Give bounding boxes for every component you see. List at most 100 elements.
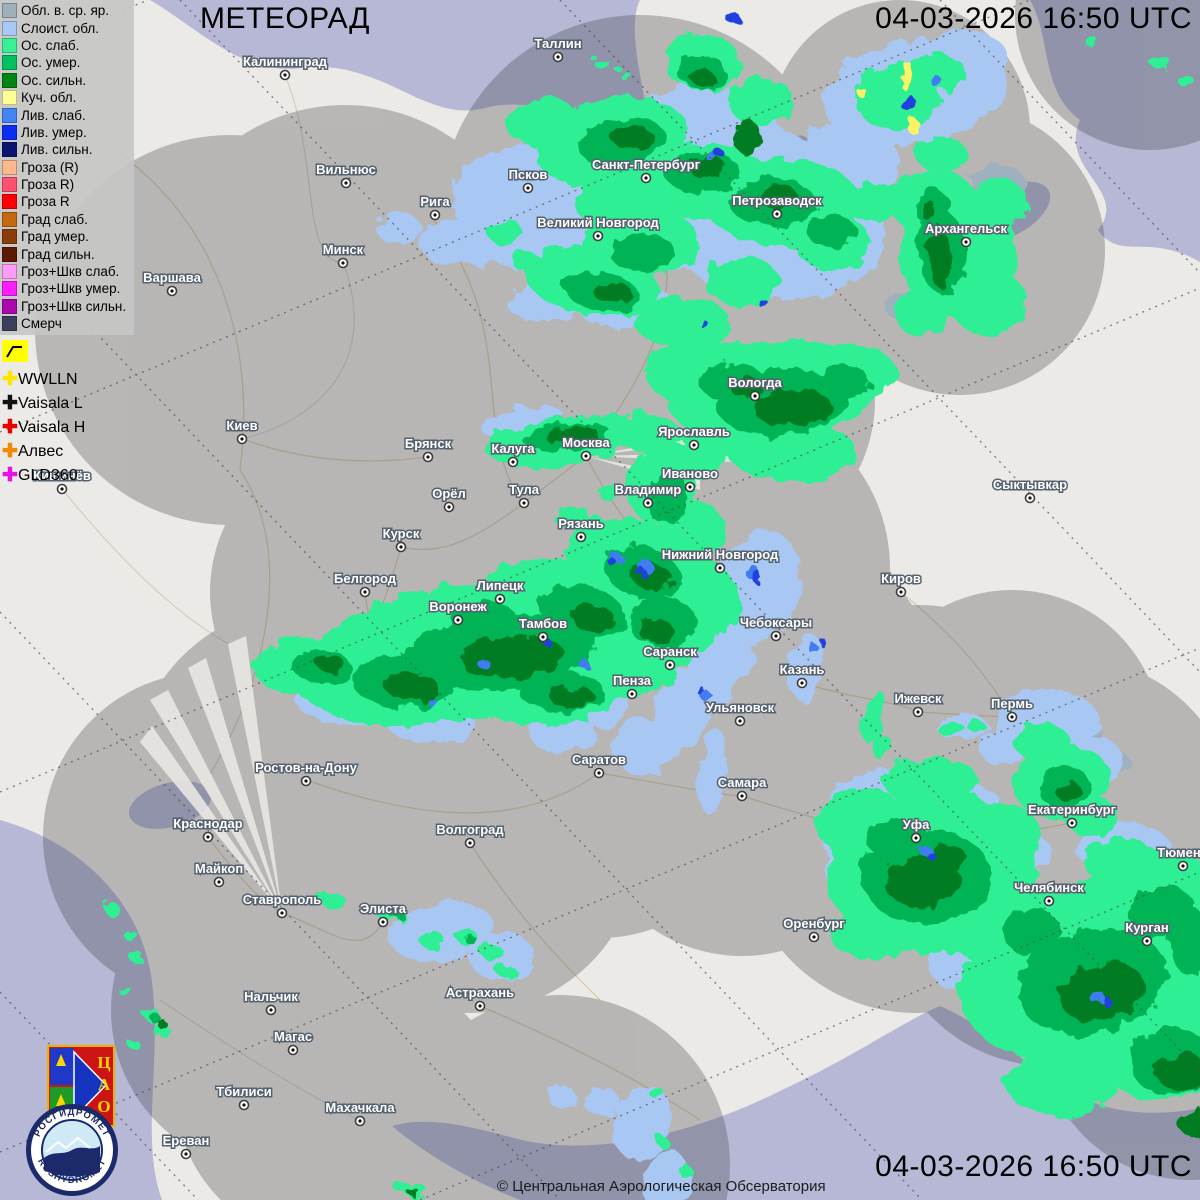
city-label: Нижний Новгород (662, 547, 779, 562)
city-Минск: Минск (321, 241, 365, 269)
city-label: Рязань (558, 516, 603, 531)
city-label: Калининград (243, 54, 328, 69)
city-label: Ижевск (894, 691, 942, 706)
city-Тамбов: Тамбов (517, 615, 569, 643)
city-Таллин: Таллин (533, 35, 583, 63)
city-markers: Калининград Таллин Рига Варшава Вильнюс Минск… (32, 35, 1200, 1160)
city-Воронеж: Воронеж (428, 598, 489, 626)
city-Екатеринбург: Екатеринбург (1026, 801, 1118, 829)
city-label: Сыктывкар (993, 477, 1067, 492)
city-Майкоп: Майкоп (193, 860, 245, 888)
city-label: Магас (274, 1029, 312, 1044)
city-Элиста: Элиста (358, 900, 408, 928)
city-label: Оренбург (783, 916, 845, 931)
city-Нальчик: Нальчик (243, 988, 300, 1016)
city-label: Ульяновск (706, 700, 775, 715)
city-label: Чебоксары (740, 615, 812, 630)
city-label: Казань (780, 662, 825, 677)
city-Пермь: Пермь (990, 695, 1034, 723)
city-label: Екатеринбург (1028, 802, 1117, 817)
city-label: Майкоп (195, 861, 243, 876)
city-label: Москва (562, 435, 610, 450)
city-Санкт-Петербург: Санкт-Петербург (590, 156, 702, 184)
city-label: Варшава (143, 270, 201, 285)
precipitation-layers (105, 11, 1200, 1200)
city-label: Таллин (534, 36, 581, 51)
city-Краснодар: Краснодар (172, 815, 244, 843)
city-label: Вологда (728, 375, 782, 390)
city-label: Иваново (662, 466, 718, 481)
city-Самара: Самара (716, 774, 769, 802)
city-label: Ярославль (658, 424, 730, 439)
city-Архангельск: Архангельск (923, 220, 1009, 248)
city-label: Тамбов (519, 616, 567, 631)
city-label: Архангельск (925, 221, 1008, 236)
city-label: Тула (509, 482, 540, 497)
city-label: Саранск (643, 644, 697, 659)
city-label: Киев (226, 418, 257, 433)
city-label: Владимир (615, 482, 682, 497)
city-Вильнюс: Вильнюс (315, 161, 377, 189)
city-Казань: Казань (778, 661, 826, 689)
city-Чебоксары: Чебоксары (738, 614, 814, 642)
logo-letter-a: А (98, 1075, 111, 1094)
city-Киев: Киев (225, 417, 259, 445)
city-Липецк: Липецк (475, 577, 525, 605)
city-Псков: Псков (507, 166, 549, 194)
city-label: Курган (1125, 920, 1168, 935)
city-label: Тюмень (1157, 845, 1200, 860)
city-Тула: Тула (508, 481, 541, 509)
city-label: Воронеж (429, 599, 487, 614)
precip-layer-rain-heavy (155, 68, 1200, 1198)
city-label: Нальчик (244, 989, 298, 1004)
city-Саранск: Саранск (642, 643, 699, 671)
city-Пенза: Пенза (612, 672, 653, 700)
city-Иваново: Иваново (661, 465, 720, 493)
city-Махачкала: Махачкала (324, 1099, 397, 1127)
city-label: Краснодар (173, 816, 242, 831)
city-label: Элиста (360, 901, 407, 916)
city-label: Санкт-Петербург (592, 157, 701, 172)
city-label: Вильнюс (316, 162, 376, 177)
city-Ставрополь: Ставрополь (241, 891, 323, 919)
city-Великий Новгород: Великий Новгород (536, 214, 661, 242)
city-Тюмень: Тюмень (1156, 844, 1200, 872)
city-label: Ставрополь (243, 892, 322, 907)
roshydromet-logo: РОСГИДРОМЕТ ROSHYDROMET (26, 1104, 118, 1196)
city-Саратов: Саратов (570, 751, 628, 779)
city-Варшава: Варшава (142, 269, 203, 297)
city-label: Калуга (491, 441, 535, 456)
city-Калуга: Калуга (490, 440, 537, 468)
city-label: Астрахань (446, 985, 514, 1000)
city-Курган: Курган (1124, 919, 1170, 947)
city-Вологда: Вологда (727, 374, 784, 402)
logo-letter-c: Ц (97, 1053, 110, 1072)
city-label: Самара (718, 775, 767, 790)
city-label: Уфа (903, 817, 930, 832)
city-Калининград: Калининград (241, 53, 329, 81)
city-Петрозаводск: Петрозаводск (731, 192, 824, 220)
city-label: Минск (323, 242, 364, 257)
city-label: Курск (383, 526, 420, 541)
city-label: Брянск (405, 436, 452, 451)
city-label: Пенза (613, 673, 652, 688)
city-label: Киров (881, 571, 921, 586)
city-Магас: Магас (272, 1028, 314, 1056)
city-Ярославль: Ярославль (657, 423, 731, 451)
city-label: Псков (509, 167, 548, 182)
city-Уфа: Уфа (901, 816, 932, 844)
city-label: Великий Новгород (537, 215, 659, 230)
city-Астрахань: Астрахань (444, 984, 516, 1012)
city-Ереван: Ереван (161, 1132, 211, 1160)
city-Волгоград: Волгоград (435, 821, 506, 849)
city-Орёл: Орёл (431, 485, 467, 513)
city-label: Пермь (991, 696, 1033, 711)
city-Сыктывкар: Сыктывкар (991, 476, 1069, 504)
city-label: Ереван (163, 1133, 210, 1148)
city-Кишинёв: Кишинёв (32, 467, 92, 495)
city-label: Волгоград (436, 822, 504, 837)
city-label: Тбилиси (216, 1084, 271, 1099)
precip-layer-cumulus-yellow (856, 64, 920, 135)
